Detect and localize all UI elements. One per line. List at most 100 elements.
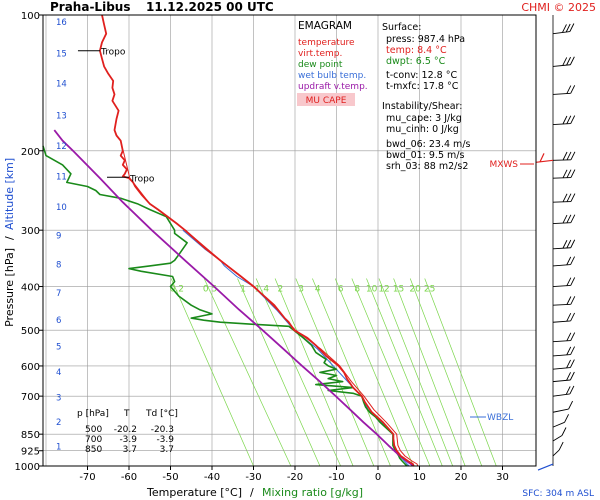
wind-barb xyxy=(552,371,575,383)
altitude-tick-label: 1 xyxy=(56,442,61,452)
tropopause-label: Tropo xyxy=(100,48,126,58)
mxws-label: MXWS xyxy=(489,160,518,170)
table-header-td: Td [°C] xyxy=(145,409,178,419)
sounding-datetime: 11.12.2025 00 UTC xyxy=(146,0,274,14)
table-cell: 500 xyxy=(85,425,102,435)
x-tick-label: 30 xyxy=(496,472,509,483)
mixing-ratio-line xyxy=(203,278,292,467)
credit-text: CHMI © 2025 xyxy=(521,1,596,14)
altitude-tick-label: 3 xyxy=(56,393,61,403)
altitude-tick-label: 14 xyxy=(56,79,67,89)
wbzl-label: WBZL xyxy=(487,413,513,423)
instability-title: Instability/Shear: xyxy=(382,101,462,112)
x-tick-label: -30 xyxy=(245,472,261,483)
wind-barb xyxy=(552,277,576,287)
table-cell: -3.9 xyxy=(156,435,174,445)
info-panel: Surface: press: 987.4 hPa temp: 8.4 °C d… xyxy=(382,22,471,172)
y-tick-label: 200 xyxy=(21,147,40,158)
surface-temp: temp: 8.4 °C xyxy=(386,45,447,56)
wind-barb xyxy=(552,256,576,267)
wind-barb xyxy=(552,385,575,397)
table-cell: -20.3 xyxy=(151,425,174,435)
x-axis-separator: / xyxy=(250,486,254,499)
mixing-ratio-label: 0.5 xyxy=(203,284,217,294)
wind-barb xyxy=(552,359,575,370)
altitude-tick-label: 2 xyxy=(56,418,61,428)
wind-barb xyxy=(552,239,576,250)
x-tick-label: -40 xyxy=(204,472,220,483)
wind-barb xyxy=(552,214,576,224)
altitude-tick-label: 6 xyxy=(56,316,61,326)
legend-temperature: temperature xyxy=(298,38,355,48)
tropopause-markers: Tropo Tropo xyxy=(77,48,155,184)
altitude-tick-label: 7 xyxy=(56,289,61,299)
altitude-tick-label: 11 xyxy=(56,173,67,183)
mixing-ratio-label: 8 xyxy=(354,284,360,294)
wind-barb xyxy=(552,56,575,67)
y-tick-label: 600 xyxy=(21,362,40,373)
table-cell: -3.9 xyxy=(119,435,137,445)
altitude-tick-label: 4 xyxy=(56,368,61,378)
mu-cape-badge xyxy=(297,93,355,106)
altitude-tick-label: 12 xyxy=(56,142,67,152)
mixing-ratio-label: 4 xyxy=(315,284,321,294)
table-header-p: p [hPa] xyxy=(77,409,109,419)
x-tick-label: -50 xyxy=(162,472,178,483)
mixing-ratio-label: 3 xyxy=(298,284,304,294)
wind-barb xyxy=(552,169,576,179)
updraft-v-temp-line xyxy=(53,129,415,467)
wind-barb xyxy=(552,115,576,126)
altitude-tick-label: 15 xyxy=(56,49,67,59)
y-tick-label: 400 xyxy=(21,283,40,294)
axes: -70 -60 -50 -40 -30 -20 -10 0 10 20 30 100 200 300 400… xyxy=(15,11,509,483)
mixing-ratio-label: 12 xyxy=(378,284,389,294)
wind-barb xyxy=(552,85,576,95)
level-table: p [hPa] T Td [°C] 500 -20.2 -20.3 700 -3… xyxy=(77,409,178,455)
table-cell: 700 xyxy=(85,435,102,445)
wind-barb xyxy=(552,23,575,35)
y-tick-label: 700 xyxy=(21,392,40,403)
table-cell: -20.2 xyxy=(114,425,137,435)
wind-barb xyxy=(552,346,576,357)
altitude-tick-label: 5 xyxy=(56,342,61,352)
table-cell: 3.7 xyxy=(160,445,174,455)
legend-updraft: updraft v.temp. xyxy=(298,82,368,92)
sounding-series xyxy=(42,14,419,467)
wind-barb xyxy=(552,312,576,323)
altitude-tick-label: 9 xyxy=(56,232,61,242)
y-axis-title-altitude: Altitude [km] xyxy=(3,158,16,230)
wind-barb xyxy=(552,400,573,413)
station-name: Praha-Libus xyxy=(50,0,130,14)
mixing-ratio-label: 10 xyxy=(366,284,378,294)
bwd-01-value: bwd_01: 9.5 m/s xyxy=(386,150,464,161)
x-tick-label: -10 xyxy=(328,472,344,483)
mixing-ratio-label: 2 xyxy=(278,284,284,294)
mixing-ratio-line xyxy=(295,278,375,467)
wind-barb xyxy=(552,151,576,161)
mixing-ratio-label: 6 xyxy=(338,284,344,294)
mixing-ratio-line xyxy=(366,278,443,467)
x-axis-title-mixing: Mixing ratio [g/kg] xyxy=(262,486,363,499)
tropopause-label: Tropo xyxy=(129,174,155,184)
mixing-ratio-label: 20 xyxy=(409,284,421,294)
mixing-ratio-label: 1 xyxy=(240,284,246,294)
mu-cape-value: mu_cape: 3 J/kg xyxy=(386,113,462,124)
mixing-ratio-line xyxy=(274,278,354,467)
altitude-tick-label: 16 xyxy=(56,18,67,28)
surface-dewpoint: dwpt: 6.5 °C xyxy=(386,56,446,67)
t-conv: t-conv: 12.8 °C xyxy=(386,70,457,81)
x-tick-label: 20 xyxy=(455,472,468,483)
mixing-ratio-line xyxy=(424,278,497,467)
y-tick-label: 1000 xyxy=(15,462,40,473)
surface-height-label: SFC: 304 m ASL xyxy=(522,489,594,499)
y-axis-title: Pressure [hPa] xyxy=(3,248,16,327)
surface-pressure: press: 987.4 hPa xyxy=(386,34,465,45)
mixing-ratio-line xyxy=(255,278,341,467)
mixing-ratio-label: 25 xyxy=(424,284,435,294)
wind-barb xyxy=(552,427,567,442)
legend-virt-temp: virt.temp. xyxy=(298,49,342,59)
wind-barb xyxy=(552,414,569,428)
x-tick-label: -20 xyxy=(287,472,303,483)
mixing-ratio-line xyxy=(237,278,321,467)
